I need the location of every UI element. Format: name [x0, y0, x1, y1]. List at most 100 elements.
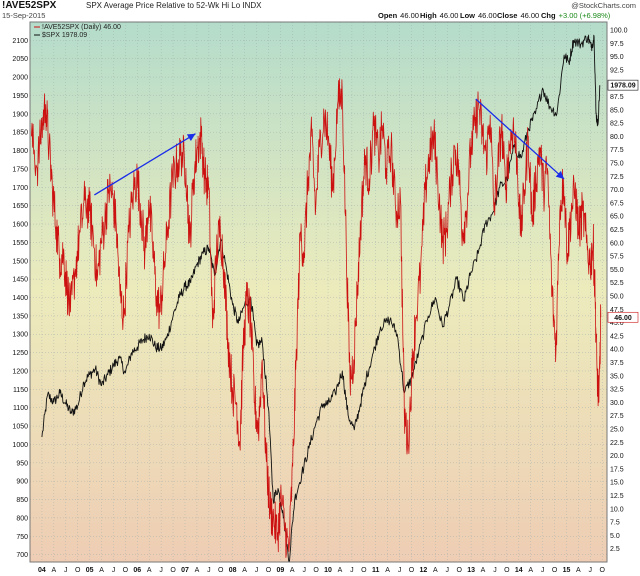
left-tick-label: 1350	[12, 313, 28, 320]
x-tick-label: J	[207, 567, 211, 574]
right-tick-label: 87.5	[610, 94, 624, 101]
left-tick-label: 1650	[12, 203, 28, 210]
x-tick-label: O	[600, 567, 606, 574]
series-spx-line	[41, 34, 601, 563]
legend-entry: !AVE52SPX (Daily) 46.00	[42, 24, 121, 31]
right-tick-label: 47.5	[610, 307, 624, 314]
right-tick-label: 17.5	[610, 466, 624, 473]
x-tick-label: O	[361, 567, 367, 574]
left-tick-label: 900	[16, 479, 28, 486]
left-tick-label: 800	[16, 515, 28, 522]
right-tick-label: 92.5	[610, 67, 624, 74]
x-tick-label: A	[433, 567, 438, 574]
x-tick-label: O	[409, 567, 415, 574]
last-value-indicator-box	[607, 311, 639, 323]
right-axis: 100.097.595.092.590.087.585.082.580.077.…	[610, 27, 628, 553]
x-tick-label: 15	[563, 567, 571, 574]
left-tick-label: 1400	[12, 295, 28, 302]
left-tick-label: 1700	[12, 185, 28, 192]
left-tick-label: 1100	[13, 405, 28, 412]
x-tick-label: 07	[181, 567, 189, 574]
x-tick-label: J	[541, 567, 545, 574]
x-tick-label: A	[147, 567, 152, 574]
x-tick-label: J	[398, 567, 402, 574]
right-tick-label: 100.0	[610, 27, 628, 34]
x-tick-label: A	[52, 567, 57, 574]
right-tick-label: 37.5	[610, 360, 624, 367]
x-tick-label: 10	[324, 567, 332, 574]
x-tick-label: O	[313, 567, 319, 574]
x-axis: 04 A J O 05 A J O 06 A J O 07 A J O 08 A J O 09 A J O 10 A J O 11 A J O…	[38, 567, 605, 574]
left-tick-label: 1200	[12, 368, 28, 375]
left-tick-label: 1850	[12, 130, 28, 137]
left-tick-label: 750	[16, 534, 28, 541]
left-tick-label: 1150	[13, 387, 28, 394]
x-tick-label: A	[385, 567, 390, 574]
right-tick-label: 10.0	[610, 506, 624, 513]
left-tick-label: 2000	[12, 75, 28, 82]
left-tick-label: 1050	[12, 424, 28, 431]
x-tick-label: A	[290, 567, 295, 574]
x-tick-label: O	[552, 567, 558, 574]
x-tick-label: J	[446, 567, 450, 574]
right-tick-label: 15.0	[610, 480, 624, 487]
x-tick-label: A	[195, 567, 200, 574]
x-tick-label: O	[123, 567, 129, 574]
grid-lines	[30, 22, 607, 562]
annotations	[94, 98, 565, 196]
x-tick-label: J	[159, 567, 163, 574]
x-tick-label: 11	[372, 567, 380, 574]
left-tick-label: 850	[16, 497, 28, 504]
x-tick-label: 04	[38, 567, 46, 574]
right-tick-label: 52.5	[610, 280, 624, 287]
x-tick-label: O	[504, 567, 510, 574]
last-value-spx-box	[607, 79, 639, 91]
trend-arrow	[475, 98, 565, 180]
chart-description: SPX Average Price Relative to 52-Wk Hi L…	[86, 1, 262, 10]
right-tick-label: 65.0	[610, 214, 624, 221]
left-tick-label: 2100	[12, 38, 28, 45]
x-tick-label: O	[170, 567, 176, 574]
x-tick-label: J	[255, 567, 259, 574]
left-tick-label: 1600	[12, 222, 28, 229]
right-tick-label: 95.0	[610, 54, 624, 61]
chart-symbol: !AVE52SPX	[2, 0, 57, 11]
quote-high: High 46.00	[420, 11, 459, 20]
x-tick-label: J	[64, 567, 68, 574]
chart-header: !AVE52SPX SPX Average Price Relative to …	[0, 0, 640, 20]
x-tick-label: 05	[86, 567, 94, 574]
left-tick-label: 1550	[12, 240, 28, 247]
last-value-spx: 1978.09	[610, 83, 635, 90]
x-tick-label: J	[112, 567, 116, 574]
right-tick-label: 22.5	[610, 440, 624, 447]
legend: !AVE52SPX (Daily) 46.00$SPX 1978.09	[34, 24, 121, 39]
plot-background	[30, 22, 607, 562]
right-tick-label: 20.0	[610, 453, 624, 460]
legend-entry: $SPX 1978.09	[42, 32, 87, 39]
x-tick-label: 14	[515, 567, 523, 574]
left-tick-label: 1500	[12, 258, 28, 265]
right-tick-label: 27.5	[610, 413, 624, 420]
x-tick-label: 08	[229, 567, 237, 574]
x-tick-label: 09	[276, 567, 284, 574]
left-tick-label: 1450	[12, 277, 28, 284]
right-tick-label: 50.0	[610, 293, 624, 300]
left-tick-label: 1750	[12, 166, 28, 173]
left-tick-label: 1900	[12, 111, 28, 118]
chart-date: 15-Sep-2015	[2, 11, 46, 20]
x-tick-label: 13	[467, 567, 475, 574]
left-tick-label: 1950	[12, 93, 28, 100]
last-value-labels: 1978.09 46.00	[607, 79, 639, 323]
x-tick-label: J	[350, 567, 354, 574]
right-tick-label: 30.0	[610, 400, 624, 407]
right-tick-label: 35.0	[610, 373, 624, 380]
left-tick-label: 700	[16, 552, 28, 559]
right-tick-label: 40.0	[610, 347, 624, 354]
right-tick-label: 5.0	[610, 533, 620, 540]
x-tick-label: 12	[420, 567, 428, 574]
right-tick-label: 45.0	[610, 320, 624, 327]
right-tick-label: 70.0	[610, 187, 624, 194]
plot-border	[29, 21, 608, 563]
x-tick-label: J	[589, 567, 593, 574]
